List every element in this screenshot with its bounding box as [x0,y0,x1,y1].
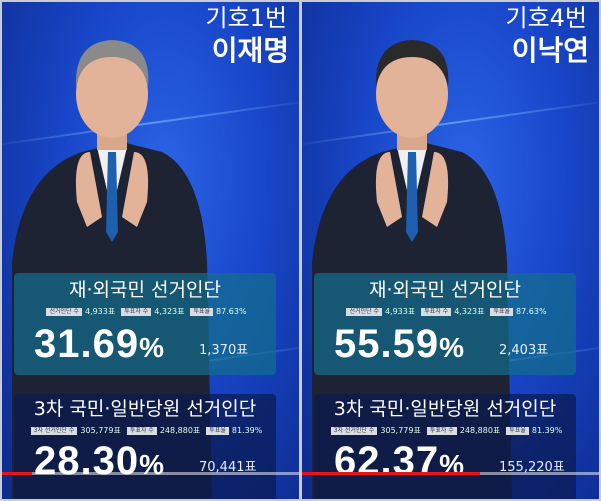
stat-label: 투표자 수 [426,426,457,435]
stat-label: 투표자 수 [126,426,157,435]
stat-label: 3차 선거인단 수 [30,426,78,435]
overseas-percent: 55.59% [334,322,466,366]
general-stats: 3차 선거인단 수 305,779표 투표자 수 248,880표 투표율 81.39% [314,425,576,436]
general-votes: 155,220표 [499,460,565,475]
candidate-panel: 기호4번 이낙연 재·외국민 선거인단 선거인단 수 4,933표 투표자 수 4,3… [302,2,599,499]
stat-label: 투표자 수 [121,307,152,316]
overseas-percent: 31.69% [34,322,166,366]
general-title: 3차 국민·일반당원 선거인단 [33,398,257,420]
stat-value: 4,323표 [454,307,485,316]
stat-value: 81.39% [531,426,563,435]
general-percent: 62.37% [334,439,466,483]
stat-label: 투표율 [190,307,214,316]
general-result-box: 3차 국민·일반당원 선거인단 3차 선거인단 수 305,779표 투표자 수 24… [314,394,576,499]
stat-value: 305,779표 [380,426,421,435]
stat-value: 305,779표 [80,426,121,435]
stat-label: 투표자 수 [421,307,452,316]
general-votes: 70,441표 [199,460,257,475]
general-percent: 28.30% [34,439,166,483]
overseas-votes: 1,370표 [199,343,249,358]
stat-label: 3차 선거인단 수 [330,426,378,435]
stat-value: 4,933표 [384,307,416,316]
stat-value: 87.63% [216,307,247,316]
overseas-title: 재·외국민 선거인단 [369,279,521,301]
overseas-title: 재·외국민 선거인단 [69,279,221,301]
general-title: 3차 국민·일반당원 선거인단 [333,398,557,420]
overseas-votes: 2,403표 [499,343,549,358]
stat-label: 투표율 [490,307,514,316]
stat-value: 248,880표 [159,426,201,435]
stat-value: 4,323표 [154,307,185,316]
video-progress-bar[interactable] [2,472,299,475]
stat-label: 투표율 [206,426,229,435]
general-result-box: 3차 국민·일반당원 선거인단 3차 선거인단 수 305,779표 투표자 수 24… [14,394,276,499]
stat-label: 선거인단 수 [46,307,82,316]
stat-value: 4,933표 [84,307,116,316]
overseas-result-box: 재·외국민 선거인단 선거인단 수 4,933표 투표자 수 4,323표 투표율 87.… [314,273,576,375]
overseas-stats: 선거인단 수 4,933표 투표자 수 4,323표 투표율 87.63% [314,306,576,317]
stat-value: 248,880표 [459,426,501,435]
stat-label: 선거인단 수 [346,307,382,316]
video-progress-bar[interactable] [302,472,599,475]
stat-label: 투표율 [506,426,529,435]
candidate-number: 기호4번 [505,4,587,32]
overseas-stats: 선거인단 수 4,933표 투표자 수 4,323표 투표율 87.63% [14,306,276,317]
candidate-panel: 기호1번 이재명 재·외국민 선거인단 선거인단 수 4,933표 투표자 수 4,3… [2,2,299,499]
stat-value: 81.39% [231,426,263,435]
general-stats: 3차 선거인단 수 305,779표 투표자 수 248,880표 투표율 81.39% [14,425,276,436]
candidate-number: 기호1번 [205,4,287,32]
stat-value: 87.63% [516,307,547,316]
overseas-result-box: 재·외국민 선거인단 선거인단 수 4,933표 투표자 수 4,323표 투표율 87.… [14,273,276,375]
candidate-name: 이낙연 [511,34,589,67]
candidate-name: 이재명 [211,34,289,67]
